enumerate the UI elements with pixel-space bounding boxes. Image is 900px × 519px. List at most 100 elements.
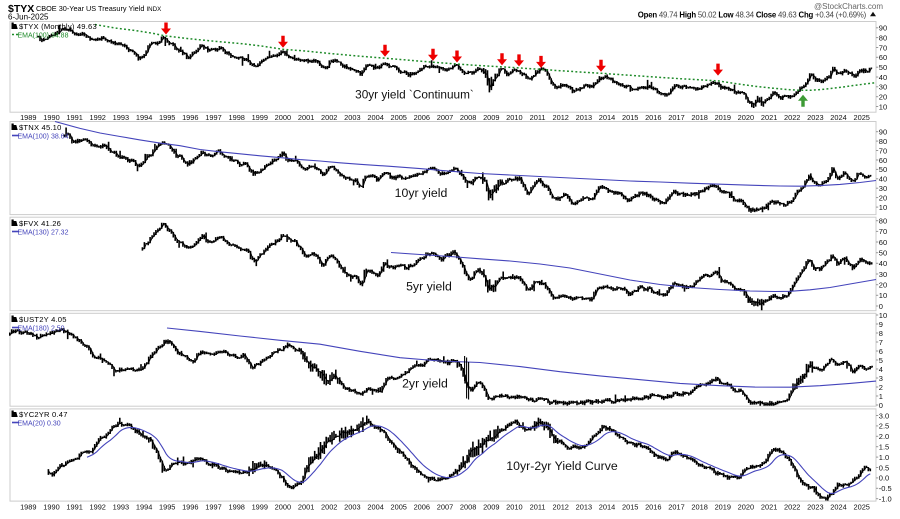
svg-text:1993: 1993 (113, 113, 129, 122)
svg-text:2015: 2015 (622, 113, 638, 122)
svg-text:2017: 2017 (668, 113, 684, 122)
svg-text:7: 7 (879, 338, 883, 347)
svg-text:30yr yield `Continuum`: 30yr yield `Continuum` (355, 88, 474, 102)
svg-text:2004: 2004 (367, 113, 383, 122)
svg-text:30: 30 (879, 83, 887, 92)
svg-text:2.5: 2.5 (879, 422, 889, 431)
svg-text:Open 49.74 High 50.02 Low 48.3: Open 49.74 High 50.02 Low 48.34 Close 49… (638, 11, 867, 20)
svg-text:2yr yield: 2yr yield (402, 377, 448, 391)
svg-text:2022: 2022 (784, 113, 800, 122)
svg-text:$TYX: $TYX (8, 3, 34, 15)
svg-text:1992: 1992 (89, 502, 105, 511)
svg-text:EMA(130) 27.32: EMA(130) 27.32 (18, 230, 69, 237)
svg-text:20: 20 (879, 93, 887, 102)
svg-text:2009: 2009 (483, 502, 499, 511)
svg-text:2.0: 2.0 (879, 432, 889, 441)
svg-text:2005: 2005 (390, 502, 406, 511)
svg-text:90: 90 (879, 24, 887, 33)
svg-text:-0.5: -0.5 (879, 484, 892, 493)
svg-text:1994: 1994 (136, 502, 152, 511)
svg-text:2013: 2013 (576, 502, 592, 511)
svg-text:1999: 1999 (252, 502, 268, 511)
svg-text:2007: 2007 (437, 502, 453, 511)
svg-text:70: 70 (879, 227, 887, 236)
svg-text:2020: 2020 (738, 502, 754, 511)
svg-text:60: 60 (879, 156, 887, 165)
svg-text:2021: 2021 (761, 502, 777, 511)
svg-text:@StockCharts.com: @StockCharts.com (814, 2, 883, 11)
svg-text:2012: 2012 (552, 113, 568, 122)
svg-text:0: 0 (879, 401, 883, 410)
svg-text:80: 80 (879, 33, 887, 42)
svg-text:80: 80 (879, 217, 887, 226)
svg-text:2024: 2024 (830, 502, 846, 511)
svg-text:50: 50 (879, 165, 887, 174)
svg-text:20: 20 (879, 281, 887, 290)
svg-text:1.0: 1.0 (879, 453, 889, 462)
svg-text:2021: 2021 (761, 113, 777, 122)
svg-text:2025: 2025 (853, 113, 869, 122)
svg-text:EMA(180) 2.50: EMA(180) 2.50 (18, 326, 65, 333)
svg-text:2017: 2017 (668, 502, 684, 511)
svg-text:2007: 2007 (437, 113, 453, 122)
svg-text:2008: 2008 (460, 502, 476, 511)
svg-text:3: 3 (879, 374, 883, 383)
svg-text:40: 40 (879, 259, 887, 268)
svg-text:10yr-2yr Yield Curve: 10yr-2yr Yield Curve (506, 459, 618, 473)
svg-text:6: 6 (879, 347, 883, 356)
svg-text:2016: 2016 (645, 502, 661, 511)
svg-text:1992: 1992 (89, 113, 105, 122)
svg-text:60: 60 (879, 238, 887, 247)
svg-text:2000: 2000 (275, 502, 291, 511)
svg-text:2025: 2025 (853, 502, 869, 511)
svg-text:2010: 2010 (506, 502, 522, 511)
svg-text:10: 10 (879, 291, 887, 300)
svg-text:2008: 2008 (460, 113, 476, 122)
svg-text:1990: 1990 (43, 502, 59, 511)
svg-text:10: 10 (879, 311, 887, 320)
svg-text:2003: 2003 (344, 502, 360, 511)
svg-text:2020: 2020 (738, 113, 754, 122)
svg-text:2009: 2009 (483, 113, 499, 122)
svg-text:2024: 2024 (830, 113, 846, 122)
svg-text:1997: 1997 (205, 113, 221, 122)
svg-text:4: 4 (879, 365, 883, 374)
svg-text:EMA(100) 34.88: EMA(100) 34.88 (18, 33, 69, 40)
svg-text:1999: 1999 (252, 113, 268, 122)
svg-text:-1.0: -1.0 (879, 495, 892, 504)
svg-text:10: 10 (879, 102, 887, 111)
svg-text:2003: 2003 (344, 113, 360, 122)
svg-text:$YC2YR 0.47: $YC2YR 0.47 (19, 410, 68, 419)
svg-text:2010: 2010 (506, 113, 522, 122)
svg-text:2002: 2002 (321, 502, 337, 511)
svg-text:8: 8 (879, 329, 883, 338)
svg-text:2011: 2011 (530, 113, 546, 122)
svg-text:1989: 1989 (20, 502, 36, 511)
svg-text:2016: 2016 (645, 113, 661, 122)
svg-text:2018: 2018 (691, 502, 707, 511)
svg-text:EMA(20) 0.30: EMA(20) 0.30 (18, 421, 61, 428)
svg-text:5: 5 (879, 356, 883, 365)
svg-text:2012: 2012 (552, 502, 568, 511)
svg-text:1.5: 1.5 (879, 443, 889, 452)
svg-text:2014: 2014 (599, 113, 615, 122)
svg-text:1997: 1997 (205, 502, 221, 511)
svg-text:2001: 2001 (298, 113, 314, 122)
svg-text:3.0: 3.0 (879, 411, 889, 420)
svg-text:2011: 2011 (530, 502, 546, 511)
svg-text:1998: 1998 (228, 113, 244, 122)
svg-text:1996: 1996 (182, 113, 198, 122)
svg-text:90: 90 (879, 128, 887, 137)
svg-text:0: 0 (879, 302, 883, 311)
svg-text:2006: 2006 (414, 113, 430, 122)
svg-text:CBOE 30-Year US Treasury Yield: CBOE 30-Year US Treasury Yield INDX (36, 4, 161, 13)
svg-text:2018: 2018 (691, 113, 707, 122)
svg-text:2014: 2014 (599, 502, 615, 511)
svg-text:2006: 2006 (414, 502, 430, 511)
svg-text:2015: 2015 (622, 502, 638, 511)
svg-text:0.0: 0.0 (879, 474, 889, 483)
svg-text:10: 10 (879, 203, 887, 212)
svg-text:10yr yield: 10yr yield (395, 186, 448, 200)
svg-text:$TNX 45.10: $TNX 45.10 (19, 123, 62, 132)
svg-text:9: 9 (879, 320, 883, 329)
